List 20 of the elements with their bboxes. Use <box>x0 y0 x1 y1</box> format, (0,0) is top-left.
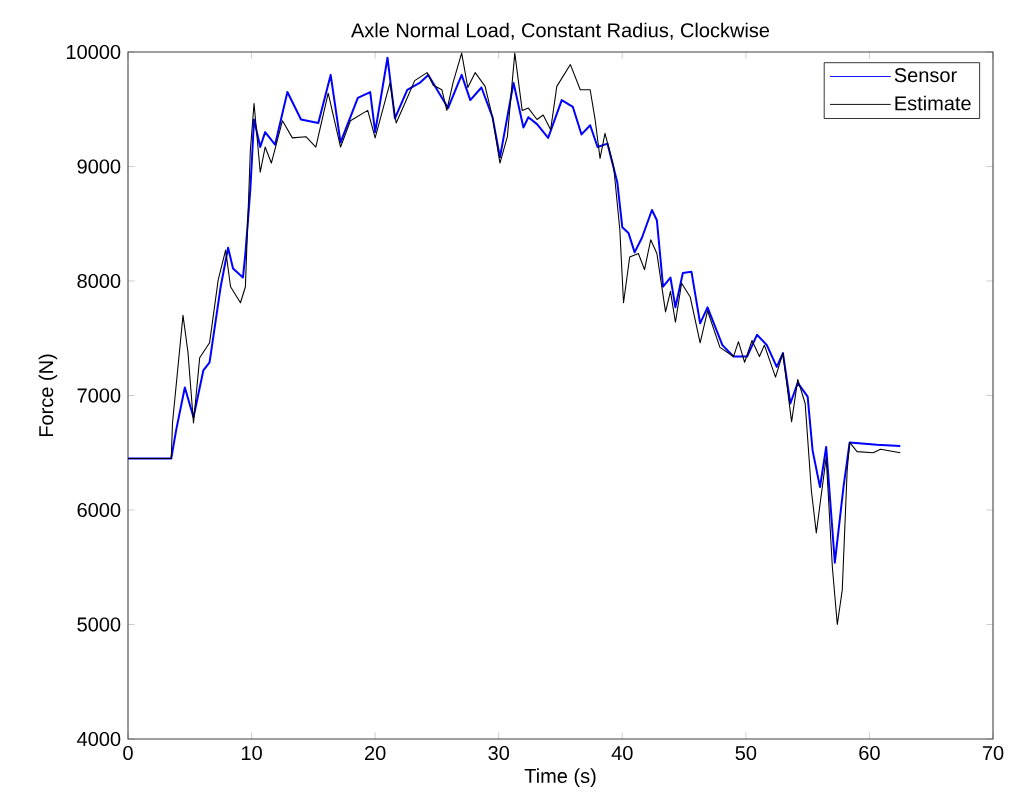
x-axis-title: Time (s) <box>524 768 596 787</box>
x-tick-label: 30 <box>488 745 510 761</box>
x-tick-label: 40 <box>611 745 633 761</box>
x-tick-label: 10 <box>241 745 262 761</box>
y-tick-label: 8000 <box>77 273 121 289</box>
x-tick-label: 60 <box>859 745 880 761</box>
y-tick-label: 4000 <box>77 731 121 747</box>
y-tick-label: 5000 <box>77 617 121 632</box>
chart-title: Axle Normal Load, Constant Radius, Clockwise <box>351 22 770 40</box>
x-tick-label: 50 <box>735 745 757 761</box>
y-tick-label: 9000 <box>77 159 121 174</box>
x-tick-label: 0 <box>123 745 133 761</box>
legend-label: Estimate <box>895 95 971 111</box>
legend-label: Sensor <box>894 68 957 83</box>
x-tick-label: 20 <box>365 745 386 761</box>
x-tick-label: 70 <box>982 745 1004 761</box>
y-tick-label: 7000 <box>77 388 121 403</box>
y-tick-label: 6000 <box>77 502 121 518</box>
y-axis-title: Force (N) <box>38 354 58 437</box>
y-tick-label: 10000 <box>66 44 121 60</box>
